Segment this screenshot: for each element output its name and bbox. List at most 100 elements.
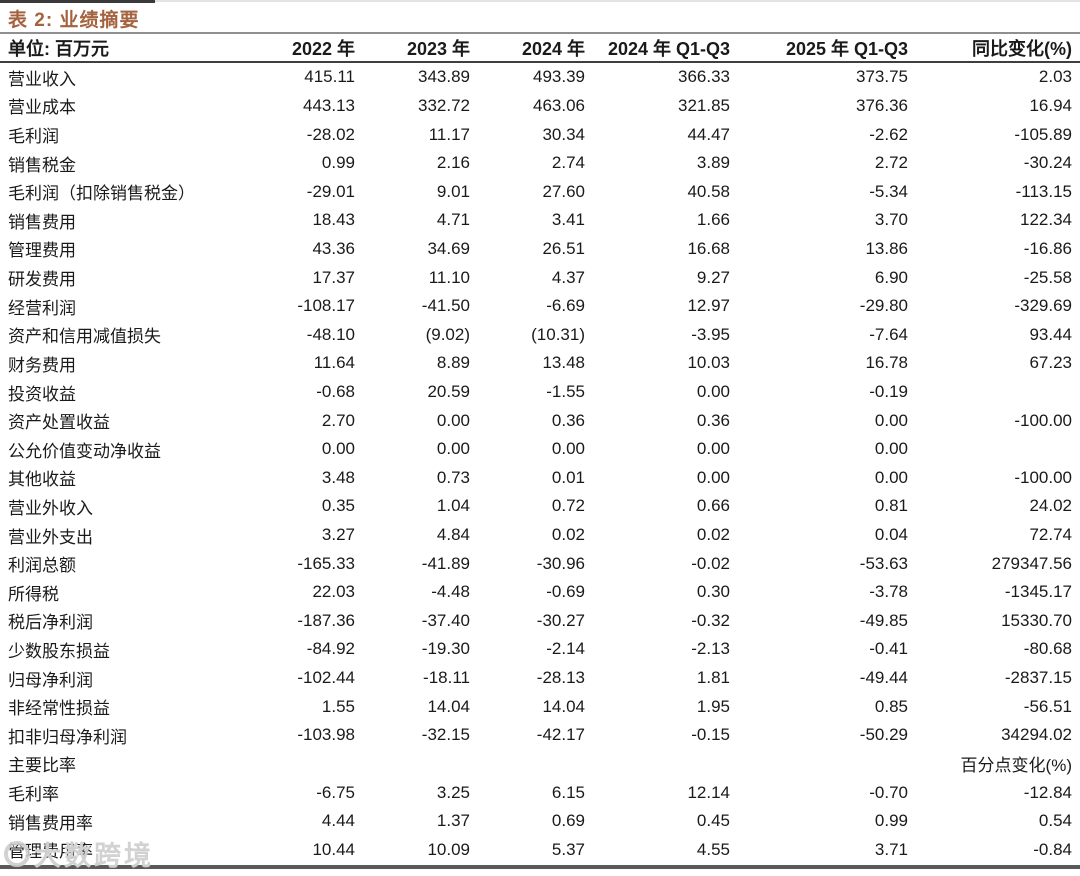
row-value: -37.40 (421, 610, 470, 630)
row-value: -0.41 (869, 639, 908, 659)
row-value: 1.55 (321, 696, 355, 716)
row-value: -6.75 (316, 782, 355, 802)
row-value: -42.17 (536, 725, 585, 745)
row-value: 3.89 (696, 153, 730, 173)
row-label: 财务费用 (8, 355, 76, 375)
row-value: 4.71 (436, 210, 470, 230)
table-row: 营业外收入 0.35 1.04 0.72 0.66 0.81 24.02 (0, 492, 1080, 521)
row-label: 少数股东损益 (8, 641, 110, 661)
row-label: 非经常性损益 (8, 699, 110, 719)
row-value: -0.19 (869, 382, 908, 401)
row-value: -0.02 (691, 553, 730, 573)
row-value: 34.69 (427, 238, 470, 258)
row-value: 0.00 (436, 439, 470, 459)
row-label: 营业外支出 (8, 527, 93, 547)
row-value: 43.36 (312, 238, 355, 258)
row-value: -16.86 (1023, 238, 1072, 258)
row-label: 其他收益 (8, 470, 76, 490)
row-value: 2.70 (321, 410, 355, 430)
row-value: -80.68 (1023, 639, 1072, 659)
row-value: (9.02) (425, 324, 470, 344)
table-row: 投资收益 -0.68 20.59 -1.55 0.00 -0.19 (0, 378, 1080, 407)
row-value: -0.69 (546, 582, 585, 602)
row-value: 24.02 (1029, 496, 1072, 516)
row-value: 279347.56 (991, 553, 1072, 573)
row-value: 17.37 (312, 267, 355, 287)
row-value: 百分点变化(%) (960, 756, 1072, 776)
row-label: 营业成本 (8, 98, 76, 118)
table-header-row: 单位: 百万元 2022 年 2023 年 2024 年 2024 年 Q1-Q3 202… (0, 34, 1080, 63)
row-value: 0.30 (696, 582, 730, 602)
row-value: -49.85 (859, 610, 908, 630)
row-value: 6.15 (551, 782, 585, 802)
row-value: -48.10 (306, 324, 355, 344)
row-value: 343.89 (418, 67, 470, 87)
row-value: 18.43 (312, 210, 355, 230)
row-value: 0.54 (1038, 811, 1072, 831)
row-value: -165.33 (297, 553, 355, 573)
row-value: -4.48 (431, 582, 470, 602)
row-value: 22.03 (312, 582, 355, 602)
row-value: -18.11 (423, 668, 470, 688)
table-body: 营业收入 415.11 343.89 493.39 366.33 373.75 2.03 营业… (0, 63, 1080, 864)
row-label: 销售费用率 (8, 813, 93, 833)
row-label: 销售税金 (8, 155, 76, 175)
row-value: 1.37 (436, 811, 470, 831)
table-row: 公允价值变动净收益 0.00 0.00 0.00 0.00 0.00 (0, 435, 1080, 464)
table-row: 其他收益 3.48 0.73 0.01 0.00 0.00 -100.00 (0, 464, 1080, 493)
row-value: -50.29 (859, 725, 908, 745)
row-value: 0.36 (696, 410, 730, 430)
row-value: -105.89 (1014, 124, 1072, 144)
row-label: 投资收益 (8, 384, 76, 404)
row-value: 11.17 (428, 124, 470, 144)
row-value: 0.04 (874, 525, 908, 545)
row-value: -0.32 (691, 610, 730, 630)
row-value: 13.86 (865, 238, 908, 258)
row-label: 税后净利润 (8, 613, 93, 633)
row-value: -2.14 (546, 639, 585, 659)
row-value: 2.72 (874, 153, 908, 173)
row-value: 0.72 (551, 496, 585, 516)
row-value: 10.03 (687, 353, 730, 373)
row-label: 资产处置收益 (8, 413, 110, 433)
row-value: 0.00 (321, 439, 355, 459)
table-row: 非经常性损益 1.55 14.04 14.04 1.95 0.85 -56.51 (0, 692, 1080, 721)
row-value: 6.90 (874, 267, 908, 287)
row-value: 12.14 (687, 782, 730, 802)
row-value: 44.47 (687, 124, 730, 144)
row-value: 16.68 (687, 238, 730, 258)
table-row: 所得税 22.03 -4.48 -0.69 0.30 -3.78 -1345.17 (0, 578, 1080, 607)
row-value: -0.84 (1033, 839, 1072, 859)
table-row: 财务费用 11.64 8.89 13.48 10.03 16.78 67.23 (0, 349, 1080, 378)
table-row: 销售税金 0.99 2.16 2.74 3.89 2.72 -30.24 (0, 149, 1080, 178)
table-row: 营业收入 415.11 343.89 493.39 366.33 373.75 2.03 (0, 63, 1080, 92)
row-value: 13.48 (542, 353, 585, 373)
row-value: -30.96 (536, 553, 585, 573)
row-value: 72.74 (1029, 525, 1072, 545)
row-value: 4.44 (321, 811, 355, 831)
row-value: 9.01 (436, 181, 470, 201)
row-value: -7.64 (869, 324, 908, 344)
row-value: 0.00 (696, 382, 730, 401)
row-value: 0.99 (874, 811, 908, 831)
header-column-1: 2022 年 (291, 38, 355, 59)
row-value: -19.30 (421, 639, 470, 659)
row-value: -1.55 (546, 382, 585, 401)
row-label: 销售费用 (8, 212, 76, 232)
table-row: 毛利润 -28.02 11.17 30.34 44.47 -2.62 -105.89 (0, 120, 1080, 149)
row-value: -113.15 (1015, 181, 1072, 201)
row-value: 443.13 (303, 95, 355, 115)
table-row: 营业成本 443.13 332.72 463.06 321.85 376.36 16.94 (0, 92, 1080, 121)
row-value: 14.04 (427, 696, 470, 716)
row-label: 毛利率 (8, 785, 59, 805)
header-column-4: 2024 年 Q1-Q3 (607, 38, 730, 59)
row-value: -32.15 (421, 725, 470, 745)
row-value: 463.06 (533, 95, 585, 115)
row-value: 3.41 (551, 210, 585, 230)
table-row: 销售费用率 4.44 1.37 0.69 0.45 0.99 0.54 (0, 807, 1080, 836)
row-value: 20.59 (427, 382, 470, 401)
row-value: -103.98 (297, 725, 355, 745)
table-row: 管理费用 43.36 34.69 26.51 16.68 13.86 -16.86 (0, 235, 1080, 264)
table-row: 销售费用 18.43 4.71 3.41 1.66 3.70 122.34 (0, 206, 1080, 235)
row-value: 373.75 (856, 67, 908, 87)
